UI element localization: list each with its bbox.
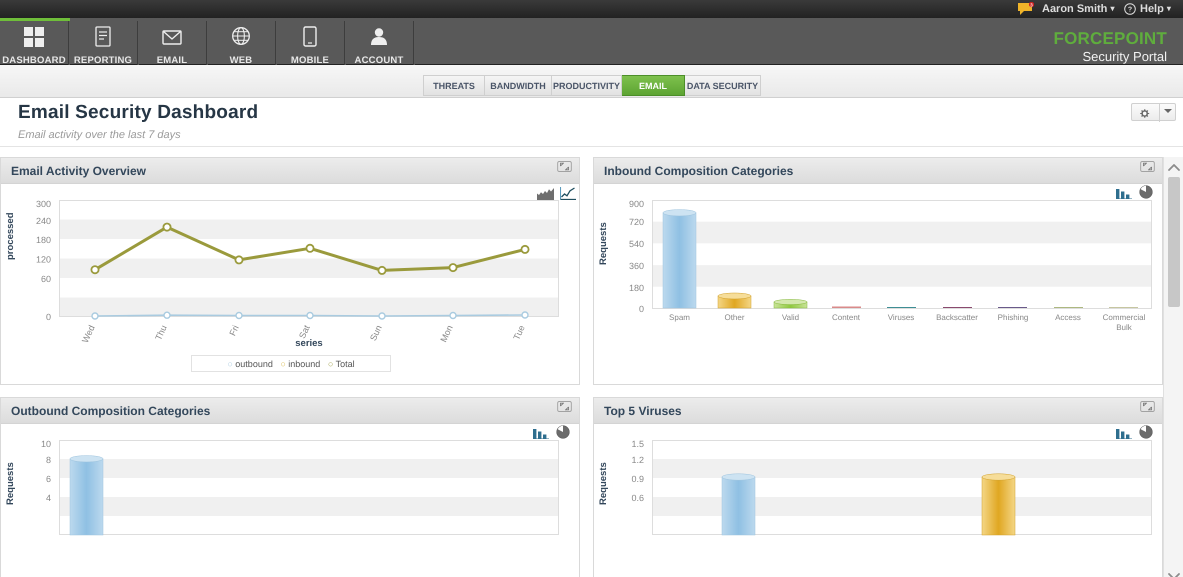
svg-text:Valid: Valid bbox=[782, 313, 799, 322]
svg-text:300: 300 bbox=[36, 200, 51, 209]
svg-text:Fri: Fri bbox=[227, 324, 241, 338]
svg-text:0: 0 bbox=[46, 312, 51, 322]
svg-text:series: series bbox=[295, 338, 322, 349]
svg-text:Requests: Requests bbox=[5, 462, 16, 505]
svg-text:360: 360 bbox=[629, 261, 644, 271]
svg-text:0.6: 0.6 bbox=[631, 493, 644, 503]
svg-text:6: 6 bbox=[46, 474, 51, 484]
svg-text:Bulk: Bulk bbox=[1116, 323, 1133, 332]
svg-text:Wed: Wed bbox=[80, 324, 97, 345]
svg-text:240: 240 bbox=[36, 216, 51, 226]
svg-text:Spam: Spam bbox=[669, 313, 690, 322]
svg-text:Requests: Requests bbox=[598, 222, 609, 265]
svg-text:Mon: Mon bbox=[438, 324, 454, 344]
svg-text:Thu: Thu bbox=[153, 324, 169, 342]
svg-text:0.9: 0.9 bbox=[631, 474, 644, 484]
svg-text:4: 4 bbox=[46, 493, 51, 503]
svg-text:1.5: 1.5 bbox=[631, 440, 644, 449]
svg-text:Phishing: Phishing bbox=[998, 313, 1029, 322]
svg-text:120: 120 bbox=[36, 255, 51, 265]
svg-text:900: 900 bbox=[629, 200, 644, 209]
svg-text:8: 8 bbox=[46, 455, 51, 465]
svg-text:180: 180 bbox=[629, 283, 644, 293]
svg-text:Backscatter: Backscatter bbox=[936, 313, 978, 322]
svg-text:Content: Content bbox=[832, 313, 861, 322]
svg-text:60: 60 bbox=[41, 274, 51, 284]
svg-text:Commercial: Commercial bbox=[1103, 313, 1146, 322]
svg-text:processed: processed bbox=[5, 212, 16, 260]
svg-text:Access: Access bbox=[1055, 313, 1081, 322]
svg-text:1.2: 1.2 bbox=[631, 455, 644, 465]
svg-text:Other: Other bbox=[724, 313, 744, 322]
svg-text:10: 10 bbox=[41, 440, 51, 449]
svg-text:0: 0 bbox=[639, 304, 644, 314]
svg-text:Sun: Sun bbox=[368, 324, 384, 343]
svg-text:540: 540 bbox=[629, 239, 644, 249]
svg-text:Tue: Tue bbox=[511, 324, 526, 342]
svg-text:720: 720 bbox=[629, 217, 644, 227]
svg-text:?: ? bbox=[1128, 6, 1132, 13]
svg-text:Requests: Requests bbox=[598, 462, 609, 505]
svg-text:Viruses: Viruses bbox=[888, 313, 915, 322]
svg-text:180: 180 bbox=[36, 235, 51, 245]
